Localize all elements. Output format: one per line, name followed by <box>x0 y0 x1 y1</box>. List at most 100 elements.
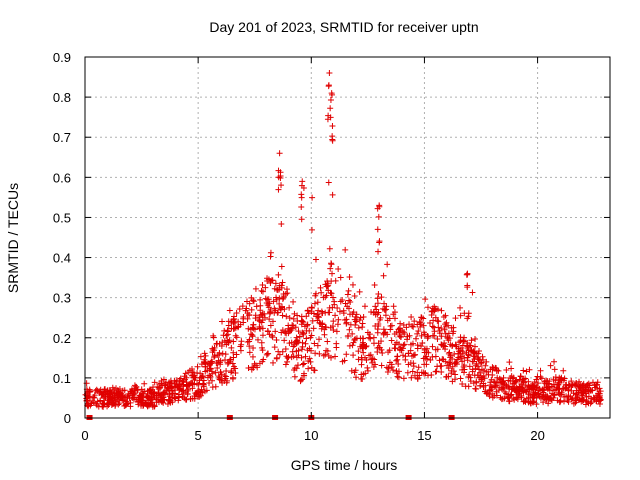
data-point <box>397 334 404 341</box>
data-point <box>380 272 387 279</box>
data-point <box>469 289 476 296</box>
data-point <box>164 400 171 407</box>
data-point <box>349 330 356 337</box>
data-point <box>216 349 223 356</box>
x-tick-label: 15 <box>417 428 431 443</box>
data-point <box>557 397 564 404</box>
data-point <box>360 344 367 351</box>
data-point <box>318 325 325 332</box>
data-point <box>412 351 419 358</box>
data-point <box>199 389 206 396</box>
data-point <box>196 393 203 400</box>
data-point <box>393 357 400 364</box>
data-point <box>477 382 484 389</box>
data-point <box>430 308 437 315</box>
data-point <box>518 394 525 401</box>
data-point <box>261 310 268 317</box>
data-point <box>436 357 443 364</box>
data-point <box>503 367 510 374</box>
data-point <box>304 307 311 314</box>
data-point <box>465 383 472 390</box>
data-point <box>469 368 476 375</box>
data-point <box>483 368 490 375</box>
data-point <box>222 351 229 358</box>
data-point <box>370 340 377 347</box>
data-point <box>560 377 567 384</box>
data-point <box>278 263 285 270</box>
data-point <box>543 377 550 384</box>
data-point <box>293 354 300 361</box>
data-point <box>418 369 425 376</box>
data-point <box>270 298 277 305</box>
data-point <box>300 360 307 367</box>
data-point <box>464 357 471 364</box>
data-point <box>102 389 109 396</box>
data-point <box>164 384 171 391</box>
data-point <box>225 359 232 366</box>
data-point <box>449 330 456 337</box>
data-point <box>288 339 295 346</box>
data-point <box>160 376 167 383</box>
data-point <box>396 346 403 353</box>
data-point <box>575 383 582 390</box>
data-point <box>271 344 278 351</box>
data-point <box>277 306 284 313</box>
data-point <box>330 318 337 325</box>
data-point <box>277 174 284 181</box>
data-point <box>551 392 558 399</box>
data-point <box>337 298 344 305</box>
data-point <box>250 321 257 328</box>
data-point <box>234 324 241 331</box>
data-point <box>246 336 253 343</box>
data-point <box>427 356 434 363</box>
data-point <box>181 395 188 402</box>
data-point <box>381 300 388 307</box>
data-point <box>461 354 468 361</box>
data-point <box>309 317 316 324</box>
data-point <box>347 298 354 305</box>
x-tick-label: 20 <box>530 428 544 443</box>
data-point <box>250 344 257 351</box>
data-point <box>452 315 459 322</box>
data-point <box>508 365 515 372</box>
data-point <box>545 400 552 407</box>
data-point <box>368 356 375 363</box>
data-point <box>124 394 131 401</box>
data-point <box>429 323 436 330</box>
data-point <box>429 353 436 360</box>
data-point <box>357 343 364 350</box>
data-point <box>426 320 433 327</box>
data-point <box>414 345 421 352</box>
data-point <box>408 313 415 320</box>
data-point <box>229 360 236 367</box>
data-point <box>212 369 219 376</box>
data-point <box>325 179 332 186</box>
data-point <box>434 346 441 353</box>
data-point <box>428 311 435 318</box>
data-point <box>436 327 443 334</box>
data-point <box>139 390 146 397</box>
data-point <box>342 246 349 253</box>
data-point <box>230 320 237 327</box>
data-point <box>211 352 218 359</box>
y-tick-label: 0.2 <box>53 331 71 346</box>
data-point <box>382 312 389 319</box>
data-point <box>483 358 490 365</box>
data-point <box>372 361 379 368</box>
data-point <box>350 352 357 359</box>
data-point <box>519 377 526 384</box>
data-point <box>291 373 298 380</box>
data-point <box>526 366 533 373</box>
data-point <box>221 372 228 379</box>
data-point <box>579 388 586 395</box>
data-point <box>265 296 272 303</box>
data-point <box>268 277 275 284</box>
data-point <box>501 380 508 387</box>
data-point <box>307 358 314 365</box>
data-point <box>193 390 200 397</box>
data-point <box>556 398 563 405</box>
data-point <box>364 364 371 371</box>
data-point <box>422 296 429 303</box>
data-point <box>314 299 321 306</box>
data-point <box>543 384 550 391</box>
